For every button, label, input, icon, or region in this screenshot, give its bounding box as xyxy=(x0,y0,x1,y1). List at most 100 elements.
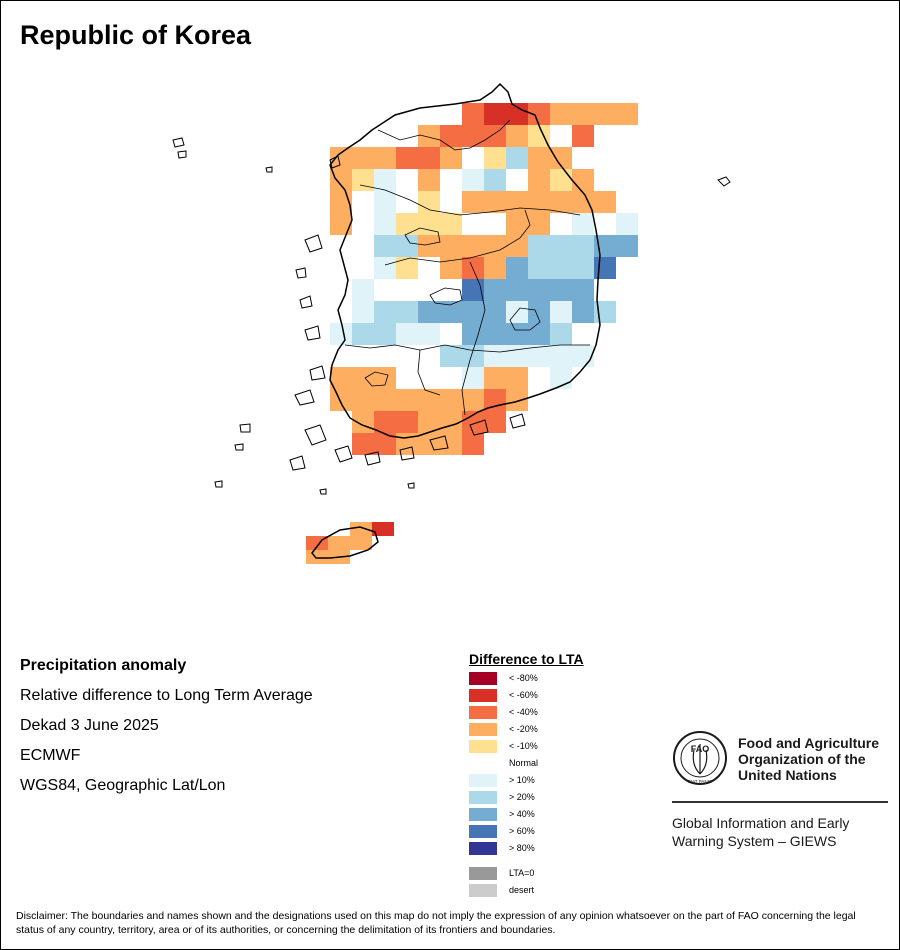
legend-item-row: > 10% xyxy=(469,773,669,790)
anomaly-cell xyxy=(418,235,440,257)
legend-item-row: < -80% xyxy=(469,671,669,688)
anomaly-grid xyxy=(330,103,638,455)
anomaly-cell xyxy=(330,389,352,411)
anomaly-cell xyxy=(418,257,440,279)
legend-item-label: > 80% xyxy=(509,843,535,853)
anomaly-cell xyxy=(374,301,396,323)
anomaly-cell xyxy=(396,235,418,257)
anomaly-cell xyxy=(330,169,352,191)
anomaly-cell xyxy=(616,235,638,257)
anomaly-cell xyxy=(572,169,594,191)
anomaly-cell xyxy=(396,213,418,235)
anomaly-cell xyxy=(506,323,528,345)
anomaly-cell xyxy=(440,389,462,411)
anomaly-cell xyxy=(418,301,440,323)
info-subtitle: Relative difference to Long Term Average xyxy=(20,687,313,704)
anomaly-cell xyxy=(484,147,506,169)
legend-extra-item-swatch xyxy=(469,867,497,880)
legend-item-row: < -20% xyxy=(469,722,669,739)
legend-item-label: < -10% xyxy=(509,741,538,751)
legend-item-label: > 20% xyxy=(509,792,535,802)
legend-item-label: > 60% xyxy=(509,826,535,836)
jeju-outline xyxy=(311,526,379,559)
anomaly-cell xyxy=(484,323,506,345)
anomaly-cell xyxy=(330,323,352,345)
fao-name: Food and Agriculture Organization of the… xyxy=(738,735,888,783)
anomaly-cell xyxy=(528,191,550,213)
anomaly-cell xyxy=(528,389,550,411)
anomaly-cell xyxy=(550,169,572,191)
anomaly-cell xyxy=(440,213,462,235)
anomaly-cell xyxy=(594,191,616,213)
anomaly-cell xyxy=(396,411,418,433)
anomaly-cell xyxy=(484,235,506,257)
anomaly-cell xyxy=(462,147,484,169)
legend-item-label: < -20% xyxy=(509,724,538,734)
anomaly-cell xyxy=(572,125,594,147)
anomaly-cell xyxy=(374,433,396,455)
anomaly-cell xyxy=(550,323,572,345)
anomaly-cell xyxy=(396,323,418,345)
anomaly-cell xyxy=(506,169,528,191)
anomaly-cell xyxy=(550,103,572,125)
anomaly-cell xyxy=(528,235,550,257)
anomaly-cell xyxy=(374,367,396,389)
anomaly-cell xyxy=(396,389,418,411)
legend-items: < -80% < -60% < -40% < -20% < -10% Normal > 10… xyxy=(469,671,669,858)
anomaly-cell xyxy=(462,301,484,323)
anomaly-cell xyxy=(572,279,594,301)
jeju-cell xyxy=(306,550,328,564)
anomaly-cell xyxy=(352,433,374,455)
disclaimer: Disclaimer: The boundaries and names sho… xyxy=(16,910,856,936)
anomaly-cell xyxy=(550,345,572,367)
legend-item-swatch xyxy=(469,672,497,685)
coastal-islands xyxy=(172,137,731,495)
legend-item-swatch xyxy=(469,757,497,770)
anomaly-cell xyxy=(594,257,616,279)
anomaly-cell xyxy=(440,235,462,257)
legend-extra-item-label: LTA=0 xyxy=(509,868,535,878)
map-title: Republic of Korea xyxy=(20,20,252,50)
anomaly-cell xyxy=(462,191,484,213)
anomaly-cell xyxy=(528,323,550,345)
anomaly-cell xyxy=(484,411,506,433)
anomaly-cell xyxy=(352,301,374,323)
anomaly-cell xyxy=(506,367,528,389)
anomaly-cell xyxy=(440,323,462,345)
anomaly-cell xyxy=(528,257,550,279)
legend-extra-item-swatch xyxy=(469,884,497,897)
anomaly-cell xyxy=(352,367,374,389)
anomaly-cell xyxy=(330,257,352,279)
anomaly-cell xyxy=(572,103,594,125)
jeju-grid xyxy=(306,522,394,564)
anomaly-cell xyxy=(418,411,440,433)
anomaly-cell xyxy=(330,147,352,169)
legend-item-swatch xyxy=(469,740,497,753)
anomaly-cell xyxy=(418,169,440,191)
anomaly-cell xyxy=(550,301,572,323)
anomaly-cell xyxy=(462,323,484,345)
anomaly-cell xyxy=(374,323,396,345)
anomaly-cell xyxy=(572,257,594,279)
anomaly-cell xyxy=(506,213,528,235)
anomaly-map xyxy=(172,82,731,564)
anomaly-cell xyxy=(572,213,594,235)
anomaly-cell xyxy=(352,279,374,301)
anomaly-cell xyxy=(528,301,550,323)
giews-name: Global Information and Early Warning Sys… xyxy=(672,814,892,850)
anomaly-cell xyxy=(352,389,374,411)
anomaly-cell xyxy=(418,125,440,147)
anomaly-cell xyxy=(330,367,352,389)
giews-line2: Warning System – GIEWS xyxy=(672,833,837,849)
anomaly-cell xyxy=(484,103,506,125)
anomaly-cell xyxy=(396,169,418,191)
anomaly-cell xyxy=(484,257,506,279)
legend-item-label: < -60% xyxy=(509,690,538,700)
anomaly-cell xyxy=(352,147,374,169)
anomaly-cell xyxy=(572,301,594,323)
anomaly-cell xyxy=(330,213,352,235)
anomaly-cell xyxy=(572,191,594,213)
anomaly-cell xyxy=(484,213,506,235)
anomaly-cell xyxy=(330,301,352,323)
anomaly-cell xyxy=(418,147,440,169)
